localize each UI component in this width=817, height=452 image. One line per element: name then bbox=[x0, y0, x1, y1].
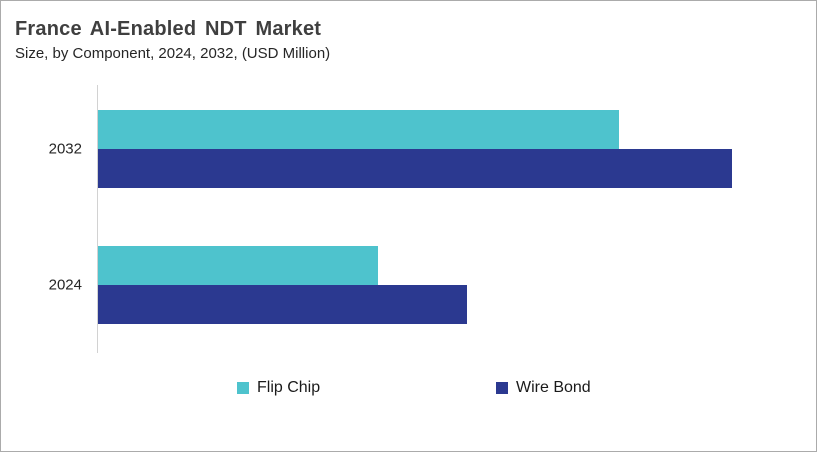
chart-title: France AI-Enabled NDT Market bbox=[15, 18, 322, 40]
bar-wire-bond-2032 bbox=[98, 149, 732, 188]
category-label-2024: 2024 bbox=[48, 276, 82, 294]
bar-group-2032: 2032 bbox=[49, 110, 732, 188]
legend-item-flip-chip: Flip Chip bbox=[237, 375, 320, 401]
bar-flip-chip-2024 bbox=[98, 246, 379, 285]
legend-label-wire-bond: Wire Bond bbox=[516, 379, 591, 396]
category-label-2032: 2032 bbox=[48, 140, 82, 158]
legend-label-flip-chip: Flip Chip bbox=[257, 379, 321, 396]
bar-flip-chip-2032 bbox=[98, 110, 620, 149]
legend-item-wire-bond: Wire Bond bbox=[496, 375, 591, 401]
category-axis-line bbox=[97, 85, 98, 353]
bar-chart-plot: 2032 2024 bbox=[49, 85, 797, 353]
chart-subtitle: Size, by Component, 2024, 2032, (USD Mil… bbox=[15, 45, 331, 62]
chart-header: France AI-Enabled NDT Market Size, by Co… bbox=[15, 17, 330, 63]
bar-wire-bond-2024 bbox=[98, 285, 467, 324]
legend: Flip Chip Wire Bond bbox=[1, 375, 816, 401]
flip-chip-swatch-icon bbox=[237, 382, 249, 394]
bar-group-2024: 2024 bbox=[49, 246, 732, 324]
wire-bond-swatch-icon bbox=[496, 382, 508, 394]
